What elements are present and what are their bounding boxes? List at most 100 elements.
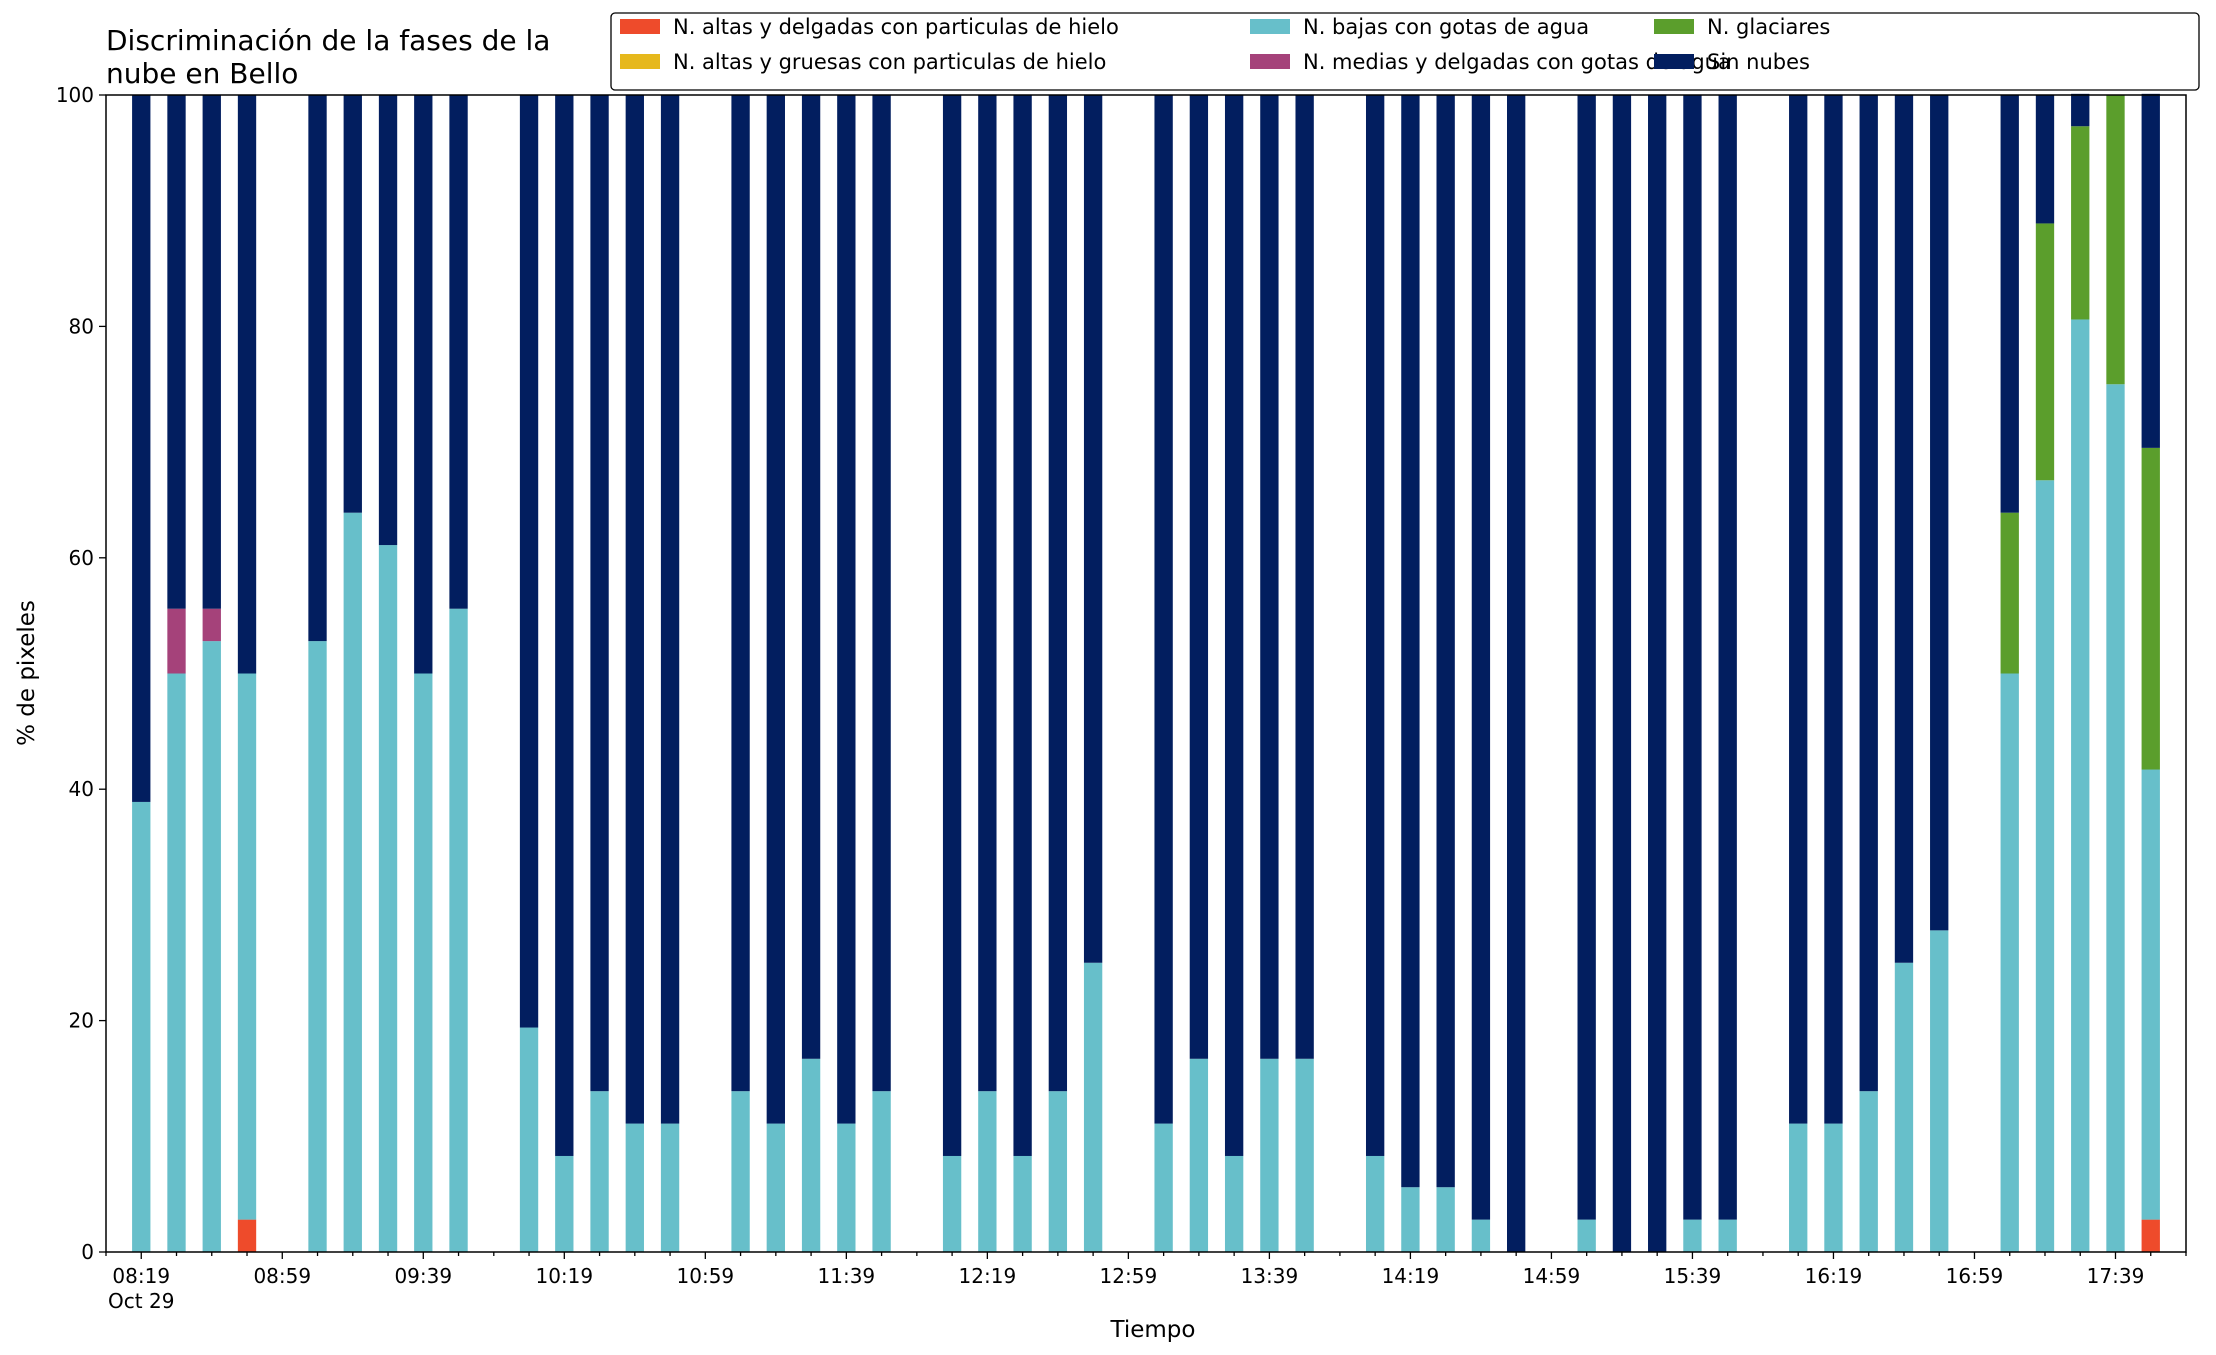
bar-segment-6-1129	[801, 95, 821, 1059]
legend-swatch-4	[1250, 54, 1290, 69]
x-tick-label: 10:19	[535, 1264, 593, 1288]
bar-segment-6-1149	[872, 95, 891, 1092]
bar-segment-5-1739	[2106, 95, 2125, 385]
bar-segment-3-1739	[2106, 384, 2125, 1252]
bar-segment-6-1519	[1612, 95, 1632, 1252]
bar-segment-3-1139	[837, 1123, 856, 1252]
bar-segment-6-1109	[731, 95, 750, 1092]
y-tick-label: 20	[69, 1009, 94, 1033]
bar-segment-3-1009	[519, 1027, 539, 1252]
bar-segment-3-0919	[343, 512, 362, 1252]
bar-segment-3-1119	[766, 1123, 785, 1252]
bar-segment-6-1229	[1013, 95, 1032, 1156]
legend-label-3: N. bajas con gotas de agua	[1303, 15, 1589, 39]
bar-segment-3-1019	[555, 1155, 574, 1252]
y-axis: 0 20 40 60 80 100	[56, 83, 106, 1264]
bar-segment-6-1249	[1083, 95, 1103, 963]
bar-segment-6-1629	[1859, 95, 1878, 1092]
bar-segment-6-1639	[1894, 95, 1914, 963]
x-tick-label: 15:39	[1664, 1264, 1722, 1288]
bar-segment-3-1649	[1930, 930, 1949, 1252]
legend: N. altas y delgadas con particulas de hi…	[610, 12, 2200, 91]
bar-segment-6-0819	[132, 95, 151, 802]
x-tick-label: 13:39	[1241, 1264, 1299, 1288]
bar-segment-6-0929	[378, 95, 398, 546]
bar-segment-6-1139	[837, 95, 856, 1124]
bar-segment-3-1629	[1859, 1091, 1878, 1252]
bar-segment-6-0849	[237, 95, 257, 674]
bar-segment-3-1639	[1894, 962, 1914, 1252]
x-tick-label: 14:19	[1382, 1264, 1440, 1288]
bar-segment-3-0909	[308, 641, 327, 1252]
bar-segment-3-1039	[625, 1123, 644, 1252]
bar-segment-3-1549	[1718, 1219, 1737, 1252]
bar-segment-3-1209	[942, 1155, 962, 1252]
bar-segment-6-1329	[1224, 95, 1244, 1156]
bar-segment-6-1729	[2071, 93, 2090, 127]
bar-segment-3-0839	[202, 641, 221, 1252]
legend-label-2: N. altas y gruesas con particulas de hie…	[673, 50, 1106, 74]
bar-segment-3-0829	[167, 673, 186, 1252]
bar-segment-6-0829	[167, 95, 186, 609]
bar-segment-3-1429	[1436, 1187, 1455, 1252]
bar-segment-3-1219	[978, 1091, 997, 1252]
bar-segment-6-1339	[1260, 95, 1279, 1059]
bar-segment-6-1709	[2000, 95, 2019, 513]
bar-segment-6-0949	[449, 95, 468, 609]
bar-segment-6-1019	[555, 95, 574, 1156]
bar-segment-6-1749	[2141, 93, 2160, 448]
x-tick-label: 11:39	[818, 1264, 876, 1288]
bar-segment-6-1029	[590, 95, 609, 1092]
bar-segment-3-1029	[590, 1091, 609, 1252]
bar-segment-3-1249	[1083, 962, 1103, 1252]
bar-segment-5-1729	[2071, 126, 2090, 320]
bar-segment-3-1129	[801, 1058, 821, 1252]
bar-segment-3-0819	[132, 801, 151, 1252]
bar-segment-5-1709	[2000, 512, 2019, 674]
bar-segment-6-1349	[1295, 95, 1314, 1059]
bar-segment-1-1749	[2141, 1219, 2160, 1252]
bar-segment-3-1049	[660, 1123, 680, 1252]
bar-segment-3-1419	[1401, 1187, 1420, 1252]
bar-segment-3-1149	[872, 1091, 891, 1252]
x-tick-label: 16:59	[1946, 1264, 2004, 1288]
bar-segment-6-1509	[1577, 95, 1596, 1220]
x-tick-label: 17:39	[2087, 1264, 2145, 1288]
bar-segment-3-1539	[1683, 1219, 1702, 1252]
bar-segment-1-0849	[237, 1219, 257, 1252]
bars-layer	[132, 93, 2160, 1253]
bar-segment-6-0939	[414, 95, 433, 674]
bar-segment-4-0829	[167, 608, 186, 674]
bar-segment-6-1649	[1930, 95, 1949, 931]
bar-segment-5-1719	[2035, 223, 2055, 481]
bar-segment-6-1319	[1189, 95, 1209, 1059]
bar-segment-3-1609	[1789, 1123, 1808, 1252]
bar-segment-3-1329	[1224, 1155, 1244, 1252]
bar-segment-6-1309	[1154, 95, 1173, 1124]
bar-segment-6-1409	[1365, 95, 1385, 1156]
plot-frame	[105, 94, 2187, 1253]
bar-segment-3-0849	[237, 673, 257, 1220]
bar-segment-6-1239	[1048, 95, 1068, 1092]
y-tick-label: 80	[69, 314, 94, 338]
x-axis-label: Tiempo	[1110, 1317, 1196, 1343]
bar-segment-5-1749	[2141, 447, 2160, 770]
legend-label-1: N. altas y delgadas con particulas de hi…	[673, 15, 1119, 39]
y-axis-label: % de pixeles	[14, 600, 40, 746]
bar-segment-3-1239	[1048, 1091, 1068, 1252]
bar-segment-3-1709	[2000, 673, 2019, 1252]
bar-segment-3-0949	[449, 608, 468, 1252]
bar-segment-3-1439	[1471, 1219, 1491, 1252]
legend-swatch-3	[1250, 19, 1290, 34]
bar-segment-6-0919	[343, 95, 362, 513]
x-tick-label: 14:59	[1523, 1264, 1581, 1288]
legend-swatch-1	[620, 19, 660, 34]
bar-segment-3-1309	[1154, 1123, 1173, 1252]
bar-segment-6-1539	[1683, 95, 1702, 1220]
bar-segment-6-1049	[660, 95, 680, 1124]
bar-segment-3-1619	[1824, 1123, 1843, 1252]
bar-segment-6-1529	[1648, 95, 1667, 1252]
bar-segment-3-1229	[1013, 1155, 1032, 1252]
chart-title-line-1: Discriminación de la fases de la	[106, 24, 550, 57]
